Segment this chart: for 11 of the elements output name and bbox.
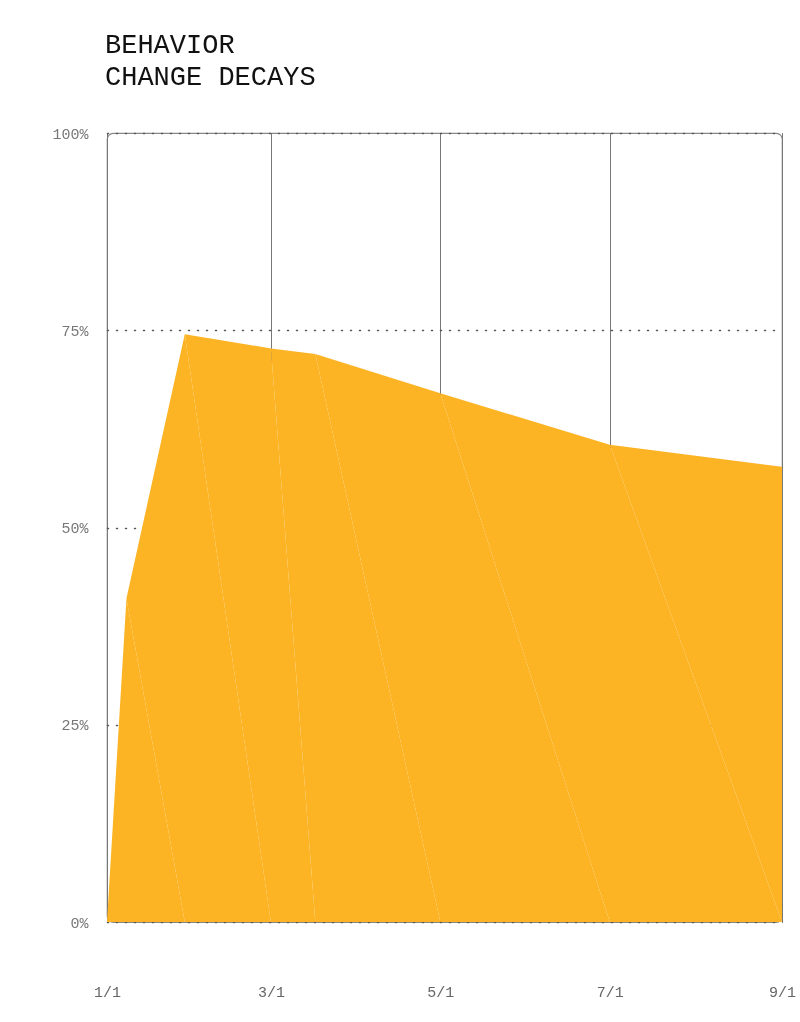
chart-title: BEHAVIOR CHANGE DECAYS	[105, 30, 317, 94]
y-tick-label: 75%	[61, 323, 90, 341]
x-tick-label: 9/1	[768, 984, 797, 1002]
y-tick-label: 0%	[70, 915, 90, 933]
x-tick-label: 7/1	[596, 984, 624, 1002]
x-tick-label: 5/1	[427, 984, 455, 1002]
y-tick-label: 25%	[61, 718, 90, 736]
x-tick-label: 1/1	[93, 984, 122, 1002]
x-tick-label: 3/1	[257, 984, 285, 1002]
y-tick-label: 100%	[52, 126, 90, 144]
y-tick-label: 50%	[61, 521, 90, 538]
